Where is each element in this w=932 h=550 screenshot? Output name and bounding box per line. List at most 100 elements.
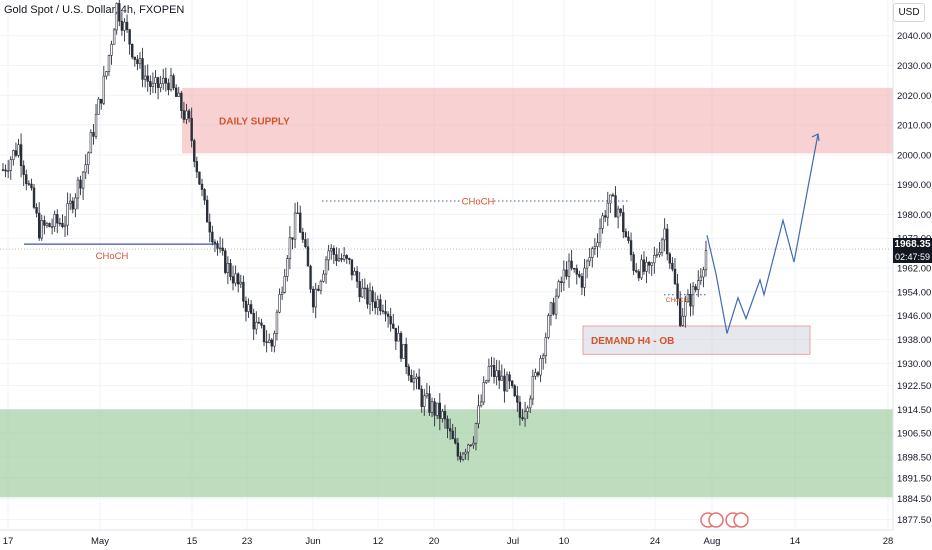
choch-label: CHoCH bbox=[666, 297, 689, 304]
candle-body bbox=[169, 75, 173, 91]
price-tick-label: 1877.50 bbox=[897, 515, 931, 526]
candle-body bbox=[650, 262, 653, 266]
candle-body bbox=[655, 254, 659, 256]
candle-body bbox=[149, 80, 152, 87]
candle-body bbox=[249, 304, 253, 314]
candle-body bbox=[635, 270, 638, 272]
candle-body bbox=[94, 113, 98, 137]
candle-body bbox=[423, 395, 426, 408]
time-tick-label: 20 bbox=[429, 536, 440, 547]
candle-body bbox=[544, 337, 547, 357]
time-tick-label: 28 bbox=[883, 536, 894, 547]
candle-body bbox=[464, 451, 467, 455]
candle-body bbox=[580, 276, 584, 288]
candle-body bbox=[345, 255, 348, 259]
candle-body bbox=[66, 203, 69, 226]
time-tick-label: 14 bbox=[790, 536, 801, 547]
price-tick-label: 1906.50 bbox=[897, 429, 931, 440]
candle-body bbox=[487, 366, 491, 381]
candle-body bbox=[138, 58, 142, 65]
candle-body bbox=[195, 161, 199, 173]
candle-body bbox=[327, 250, 330, 261]
candle-body bbox=[340, 258, 343, 260]
candle-body bbox=[428, 393, 431, 413]
candle-body bbox=[640, 259, 643, 279]
candle-body bbox=[337, 258, 341, 262]
candle-body bbox=[523, 411, 527, 420]
zone-box bbox=[182, 87, 893, 154]
candle-body bbox=[536, 372, 540, 376]
candle-body bbox=[128, 29, 131, 45]
candle-body bbox=[541, 355, 545, 359]
event-flag-icon[interactable] bbox=[733, 512, 749, 528]
candle-body bbox=[441, 411, 444, 419]
candle-body bbox=[467, 444, 470, 453]
candle-body bbox=[366, 287, 369, 305]
candle-body bbox=[154, 77, 157, 84]
candle-body bbox=[97, 98, 100, 115]
candle-body bbox=[265, 341, 268, 343]
candle-body bbox=[410, 374, 413, 383]
candle-body bbox=[17, 144, 20, 156]
candle-body bbox=[151, 83, 155, 87]
candle-body bbox=[425, 393, 429, 397]
candle-body bbox=[459, 455, 462, 460]
candle-body bbox=[446, 418, 449, 429]
price-tick-label: 1884.50 bbox=[897, 494, 931, 505]
candle-body bbox=[368, 290, 372, 305]
currency-button[interactable]: USD bbox=[893, 3, 925, 22]
candle-body bbox=[629, 240, 633, 255]
candle-body bbox=[386, 313, 390, 317]
candle-body bbox=[417, 376, 421, 390]
candle-body bbox=[45, 223, 49, 226]
candle-body bbox=[280, 291, 284, 295]
time-axis[interactable]: 17 May 15 23 Jun 12 20 Jul 10 24 Aug 14 28 bbox=[3, 536, 894, 547]
event-flag-icon[interactable] bbox=[708, 512, 724, 528]
candle-body bbox=[43, 220, 46, 226]
candle-body bbox=[283, 276, 286, 293]
candle-body bbox=[105, 71, 108, 77]
candle-body bbox=[100, 98, 103, 104]
candle-body bbox=[614, 195, 617, 218]
candle-body bbox=[332, 248, 336, 255]
event-icons[interactable] bbox=[700, 512, 749, 528]
candle-body bbox=[211, 231, 214, 243]
candle-body bbox=[198, 171, 201, 185]
price-tick-label: 2040.00 bbox=[897, 31, 931, 42]
candle-body bbox=[123, 21, 126, 31]
candle-body bbox=[676, 283, 679, 299]
candle-body bbox=[32, 187, 36, 208]
candle-body bbox=[257, 321, 261, 324]
candle-body bbox=[205, 199, 209, 223]
price-tick-label: 1930.00 bbox=[897, 359, 931, 370]
candle-body bbox=[301, 231, 305, 240]
candle-body bbox=[311, 288, 315, 308]
candle-body bbox=[684, 301, 687, 317]
candle-body bbox=[554, 295, 558, 315]
candle-body bbox=[521, 417, 524, 420]
candle-body bbox=[112, 29, 116, 45]
last-price-tag: 1968.35 02:47:59 bbox=[893, 238, 932, 263]
candle-body bbox=[242, 281, 245, 302]
candle-body bbox=[306, 246, 310, 267]
candle-body bbox=[384, 311, 387, 315]
candle-body bbox=[229, 263, 232, 277]
time-tick-label: Jul bbox=[507, 536, 519, 547]
candle-body bbox=[35, 207, 38, 214]
symbol-title: Gold Spot / U.S. Dollar, 4h, FXOPEN bbox=[4, 4, 185, 16]
candle-body bbox=[402, 344, 405, 359]
candle-body bbox=[363, 287, 367, 290]
candle-body bbox=[642, 259, 646, 272]
candle-body bbox=[389, 316, 392, 325]
time-tick-label: 17 bbox=[3, 536, 14, 547]
candle-body bbox=[260, 322, 263, 326]
time-tick-label: 15 bbox=[187, 536, 198, 547]
candle-body bbox=[552, 302, 555, 315]
candle-body bbox=[224, 250, 227, 273]
candle-body bbox=[79, 179, 82, 189]
candle-body bbox=[508, 374, 511, 382]
candle-body bbox=[309, 265, 312, 290]
candle-body bbox=[671, 262, 674, 270]
candle-body bbox=[686, 294, 690, 303]
